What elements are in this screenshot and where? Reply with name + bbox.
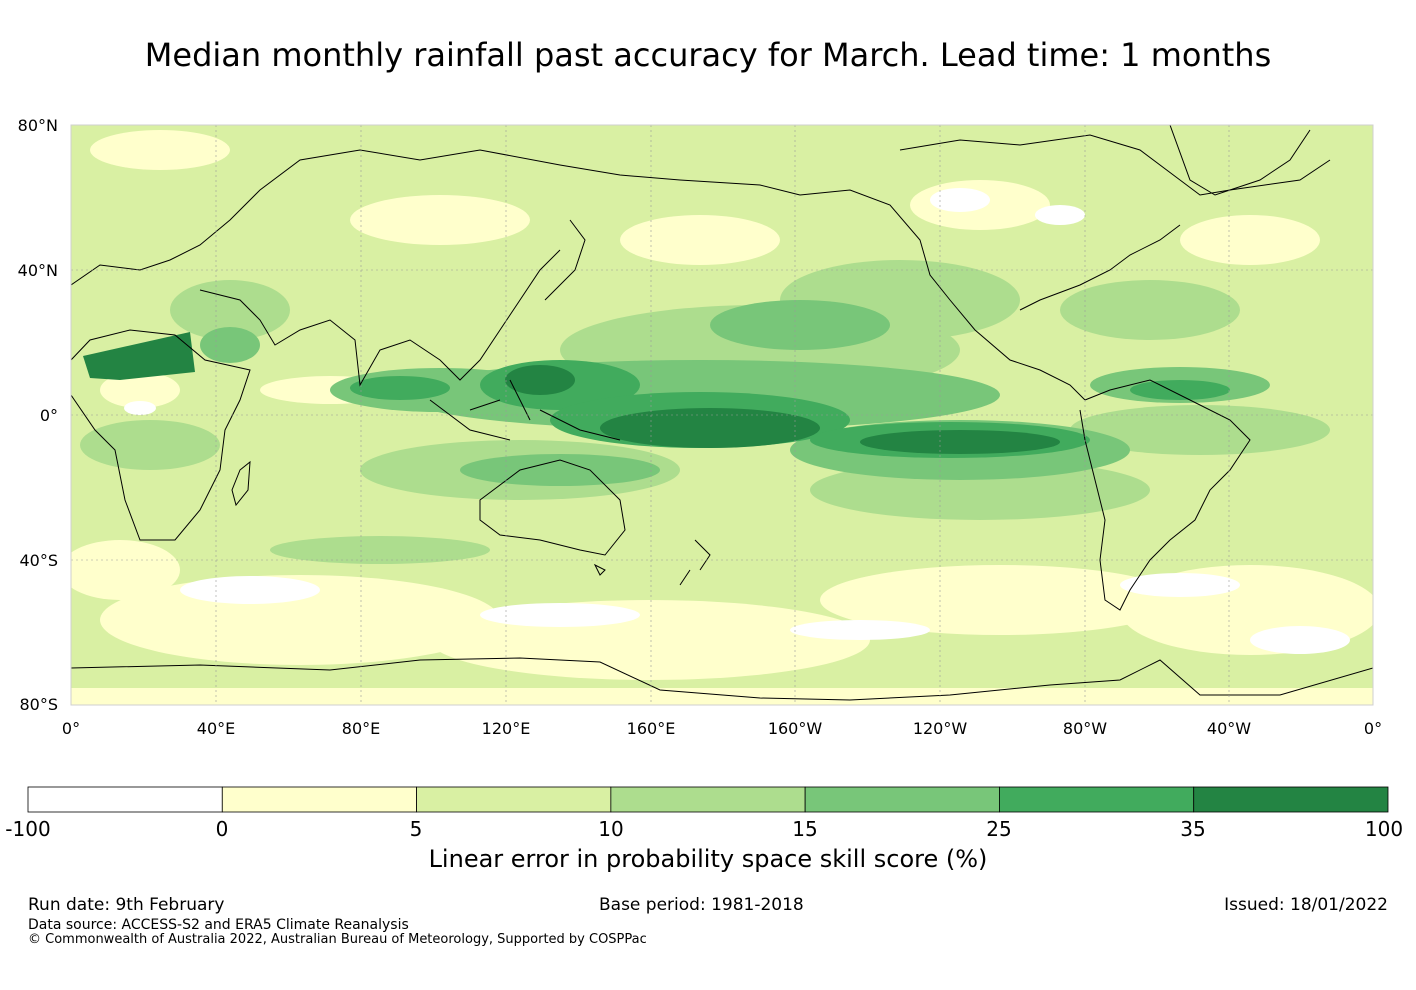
lon-label-160w: 160°W [767,719,823,738]
colorbar-segment [999,786,1195,813]
colorbar-tick: 100 [1364,817,1404,841]
lat-label-40n: 40°N [17,261,58,280]
lat-label-80n: 80°N [17,116,58,135]
graticule [71,125,1373,705]
southern-ocean-low-skill [71,540,1373,705]
base-period: Base period: 1981-2018 [599,895,804,915]
lon-label-40w: 40°W [1206,719,1252,738]
map-field [71,125,1373,705]
colorbar-tick: 10 [598,817,624,841]
colorbar-segment [804,786,1000,813]
colorbar-segment [221,786,417,813]
copyright: © Commonwealth of Australia 2022, Austra… [28,932,647,947]
lat-label-eq: 0° [39,406,58,425]
colorbar [27,786,1389,813]
lon-label-80e: 80°E [341,719,381,738]
colorbar-segment [27,786,223,813]
colorbar-tick: 0 [215,817,229,841]
lon-label-80w: 80°W [1062,719,1108,738]
lon-label-160e: 160°E [626,719,676,738]
colorbar-tick: -100 [5,817,51,841]
lon-label-0-end: 0° [1363,719,1383,738]
lon-label-0: 0° [61,719,81,738]
coastlines [71,125,1373,701]
colorbar-tick: 15 [792,817,818,841]
colorbar-segment [416,786,612,813]
highest-skill-bands [83,332,1060,454]
issued-date: Issued: 18/01/2022 [1224,895,1388,915]
data-source: Data source: ACCESS-S2 and ERA5 Climate … [28,917,409,933]
skill-map [70,124,1374,706]
lon-label-120w: 120°W [912,719,968,738]
map-frame [70,124,1374,706]
colorbar-tick: 5 [409,817,423,841]
colorbar-title: Linear error in probability space skill … [428,845,988,873]
colorbar-tick: 35 [1180,817,1206,841]
lat-label-80s: 80°S [19,695,58,714]
colorbar-segment [610,786,806,813]
run-date: Run date: 9th February [28,895,225,915]
map-title: Median monthly rainfall past accuracy fo… [144,36,1272,74]
colorbar-segment [1193,786,1389,813]
colorbar-tick: 25 [986,817,1012,841]
lat-label-40s: 40°S [19,551,58,570]
lon-label-120e: 120°E [481,719,531,738]
lon-label-40e: 40°E [196,719,236,738]
